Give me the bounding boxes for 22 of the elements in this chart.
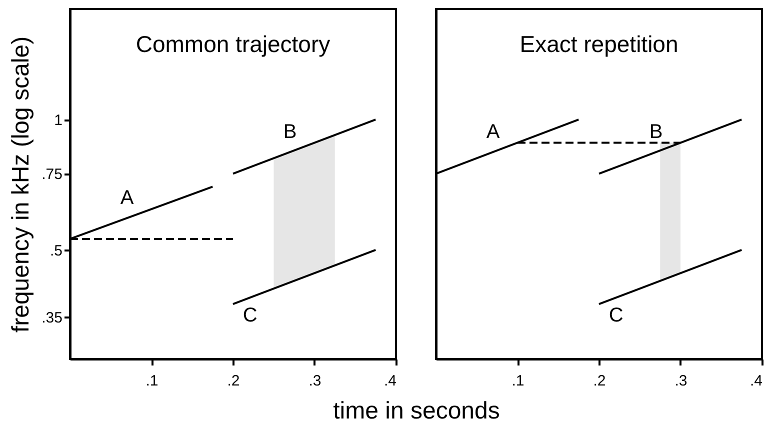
series-label: B <box>649 121 663 144</box>
y-tick-label: .5 <box>50 242 62 260</box>
x-tick-label: .1 <box>512 372 524 390</box>
x-tick-label: .1 <box>146 372 158 390</box>
x-axis-title: time in seconds <box>333 398 500 424</box>
series-label: C <box>242 304 258 327</box>
series-label: A <box>120 187 134 210</box>
x-tick-label: .3 <box>674 372 688 390</box>
y-tick-label: 1 <box>54 112 62 130</box>
x-tick-label: .4 <box>750 372 762 390</box>
series-label: B <box>283 121 297 144</box>
text: Common trajectory <box>136 31 331 57</box>
x-tick-label: .2 <box>227 372 240 390</box>
y-tick-label: .35 <box>42 310 62 327</box>
text: Exact repetition <box>520 31 678 57</box>
y-tick-label: .75 <box>42 166 62 184</box>
x-tick-label: .4 <box>384 372 396 390</box>
series-label: A <box>486 121 500 144</box>
x-tick-label: .2 <box>593 372 606 390</box>
x-tick-label: .3 <box>308 372 322 390</box>
series-label: C <box>608 304 624 327</box>
y-axis-title: frequency in kHz (log scale) <box>8 36 35 333</box>
